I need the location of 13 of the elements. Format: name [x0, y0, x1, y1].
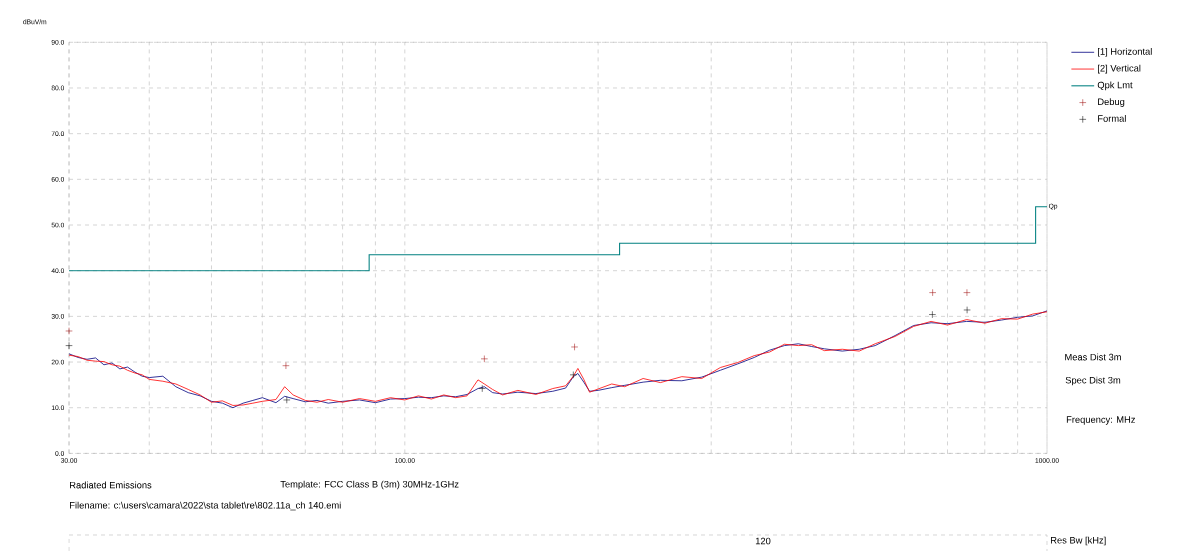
legend-label: Qpk Lmt — [1097, 81, 1133, 91]
legend-label: Formal — [1098, 114, 1126, 122]
text: Meas Dist 3m — [1065, 353, 1121, 361]
x-axis-title: Frequency: MHz — [1066, 416, 1135, 425]
legend-label: [2] Vertical — [1098, 64, 1141, 74]
text: 120 — [755, 537, 771, 545]
legend-label: Debug — [1098, 98, 1125, 107]
text: Template: FCC Class B (3m) 30MHz-1GHz — [280, 480, 459, 490]
text: Res Bw [kHz] — [1051, 536, 1106, 546]
text: Radiated Emissions — [70, 481, 152, 489]
text: Filename: c:\users\camara\2022\sta tablet\re\802.11a_ch 140.emi — [70, 501, 341, 511]
text: Spec Dist 3m — [1065, 376, 1121, 386]
legend-label: [1] Horizontal — [1098, 47, 1152, 57]
